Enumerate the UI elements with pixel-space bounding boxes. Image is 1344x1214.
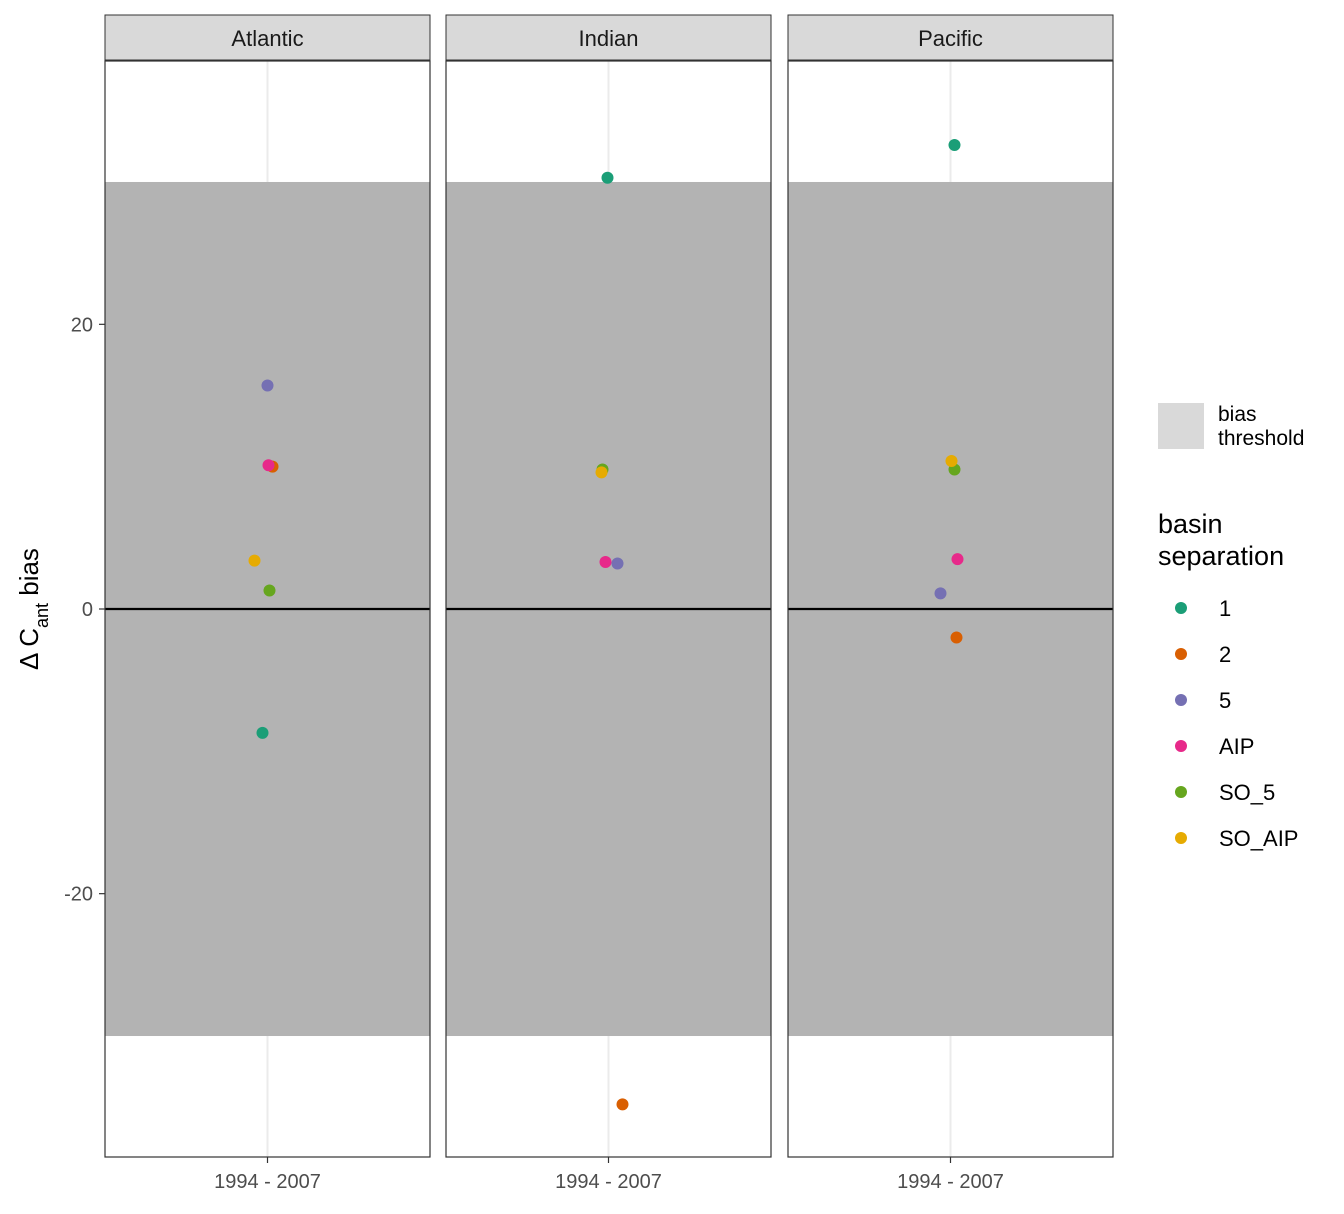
x-tick-label: 1994 - 2007	[555, 1171, 662, 1193]
data-point-atlantic-5	[261, 379, 274, 392]
facet-strip-label: Pacific	[918, 26, 983, 51]
legend-title: basin	[1158, 509, 1223, 539]
legend-label-1: 1	[1219, 596, 1231, 621]
data-point-indian-aip	[599, 556, 612, 569]
facet-strip	[787, 14, 1114, 61]
legend-threshold-key	[1158, 403, 1204, 449]
legend-label-aip: AIP	[1219, 734, 1254, 759]
legend-title: separation	[1158, 541, 1284, 571]
y-axis-title: Δ Cant bias	[14, 548, 52, 670]
y-tick-label: 20	[71, 314, 93, 336]
data-point-pacific-so_aip	[945, 454, 958, 467]
legend-key-1	[1175, 602, 1187, 614]
data-point-indian-5	[611, 557, 624, 570]
data-point-indian-so_aip	[595, 466, 608, 479]
legend-label-5: 5	[1219, 688, 1231, 713]
data-point-pacific-2	[950, 631, 963, 644]
legend-threshold-label: bias	[1218, 403, 1257, 426]
x-tick-label: 1994 - 2007	[214, 1171, 321, 1193]
legend-key-aip	[1175, 740, 1187, 752]
legend-threshold-label: threshold	[1218, 427, 1304, 450]
data-point-atlantic-1	[256, 726, 269, 739]
facet-strip-label: Atlantic	[231, 26, 303, 51]
y-tick-label: -20	[64, 884, 93, 906]
facet-strip-label: Indian	[579, 26, 639, 51]
data-point-indian-2	[616, 1098, 629, 1111]
data-point-pacific-1	[948, 138, 961, 151]
data-point-pacific-5	[934, 587, 947, 600]
legend-label-so_aip: SO_AIP	[1219, 826, 1298, 851]
data-point-pacific-aip	[951, 553, 964, 566]
legend-key-5	[1175, 694, 1187, 706]
facet-pacific: Pacific 1994 - 2007	[787, 14, 1114, 1193]
data-point-atlantic-so_aip	[248, 554, 261, 567]
legend-label-so_5: SO_5	[1219, 780, 1275, 805]
legend-key-so_aip	[1175, 832, 1187, 844]
y-tick-label: 0	[82, 599, 93, 621]
legend-label-2: 2	[1219, 642, 1231, 667]
facet-atlantic: Atlantic 1994 - 2007	[104, 14, 431, 1193]
facet-strip	[445, 14, 772, 61]
facet-indian: Indian 1994 - 2007	[445, 14, 772, 1193]
legend-key-so_5	[1175, 786, 1187, 798]
data-point-atlantic-so_5	[263, 584, 276, 597]
facet-strip	[104, 14, 431, 61]
data-point-atlantic-aip	[262, 459, 275, 472]
data-point-indian-1	[601, 171, 614, 184]
legend-key-2	[1175, 648, 1187, 660]
x-tick-label: 1994 - 2007	[897, 1171, 1004, 1193]
